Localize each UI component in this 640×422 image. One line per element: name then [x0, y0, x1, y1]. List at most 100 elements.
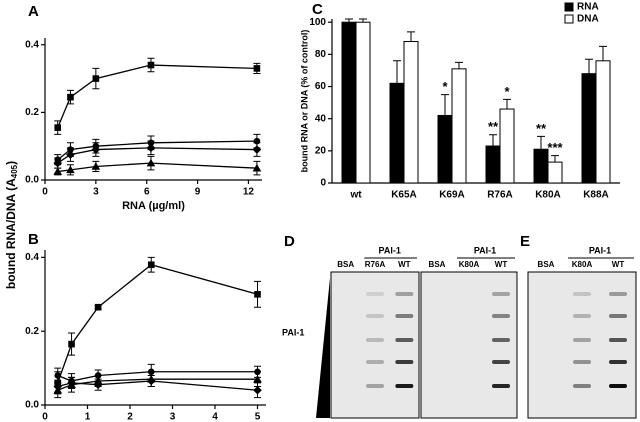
bar [485, 145, 501, 184]
series-line [57, 140, 257, 161]
marker [253, 65, 261, 72]
legend-swatch [564, 14, 574, 24]
band [609, 314, 627, 318]
lane-label: BSA [337, 260, 354, 269]
band [366, 384, 384, 388]
series-line [57, 64, 257, 128]
marker [54, 124, 62, 131]
marker [146, 376, 156, 386]
legend-swatch [564, 2, 574, 12]
error-bar [599, 45, 607, 61]
error-bar [407, 31, 415, 42]
lane-label: WT [398, 260, 411, 269]
marker [53, 382, 63, 391]
y-tick-label: 0.0 [25, 175, 39, 186]
x-tick-label: 1 [85, 412, 91, 422]
error-bar [585, 58, 593, 74]
error-bar [441, 94, 449, 116]
band [395, 338, 414, 342]
bar [581, 73, 597, 184]
marker [146, 143, 156, 153]
band [609, 360, 627, 364]
band [573, 384, 591, 388]
significance: * [504, 84, 510, 99]
series-line [57, 162, 257, 173]
shared-y-label: bound RNA/DNA (A405) [4, 161, 19, 289]
panel-label: D [284, 233, 295, 250]
y-tick-label: 80 [315, 49, 327, 60]
y-label-end: ) [4, 161, 18, 165]
error-bar [393, 60, 401, 84]
marker [252, 145, 262, 154]
band [609, 384, 627, 388]
y-label-text: bound RNA/DNA (A [4, 178, 18, 289]
y-axis-label: bound RNA or DNA (% of control) [299, 30, 309, 173]
x-tick-label: 3 [170, 412, 176, 422]
bar [547, 161, 563, 184]
error-bar [551, 155, 559, 163]
series-line [57, 264, 258, 384]
bar [403, 41, 419, 184]
band [395, 360, 414, 364]
y-tick-label: 0.4 [25, 252, 39, 263]
lane-group-header: PAI-1 [474, 245, 496, 255]
marker [67, 93, 74, 101]
band [609, 338, 627, 342]
panel-label: C [312, 1, 323, 18]
band [366, 360, 384, 364]
lane-label: WT [495, 260, 508, 269]
lane-label: BSA [538, 260, 555, 269]
x-tick-label: 0 [42, 187, 48, 198]
bar [389, 82, 405, 184]
series-line [57, 147, 257, 164]
marker [146, 158, 156, 167]
blot-image [527, 271, 637, 419]
bar [341, 21, 357, 184]
x-tick-label: K80A [535, 190, 561, 201]
band [573, 314, 591, 318]
significance: ** [488, 119, 499, 134]
marker [92, 75, 100, 82]
marker [68, 340, 75, 348]
marker [147, 261, 155, 269]
y-label-sub: 405 [10, 164, 19, 178]
bar [499, 108, 515, 184]
marker [66, 150, 75, 159]
marker [53, 167, 63, 175]
y-tick-label: 40 [315, 113, 327, 124]
band [366, 338, 384, 342]
band [395, 292, 414, 296]
band [573, 292, 591, 296]
error-bar [455, 61, 463, 69]
lane-group-header: PAI-1 [589, 245, 611, 255]
lane-group-header: PAI-1 [378, 245, 400, 255]
band [573, 360, 591, 364]
significance: * [442, 79, 448, 94]
y-tick-label: 60 [315, 81, 327, 92]
bar [533, 148, 549, 184]
lane-label: R76A [365, 260, 386, 269]
x-tick-label: K69A [439, 190, 465, 201]
legend-label: DNA [577, 14, 599, 25]
lane-label: K80A [572, 260, 593, 269]
bar [437, 114, 453, 184]
bar [595, 60, 611, 184]
band [573, 338, 591, 342]
significance: ** [536, 121, 547, 136]
legend-label: RNA [577, 2, 599, 13]
gradient-wedge [316, 278, 330, 418]
marker [252, 163, 262, 172]
marker [67, 378, 76, 388]
marker [93, 380, 103, 390]
band [395, 314, 414, 318]
marker [94, 303, 102, 311]
side-label: PAI-1 [282, 327, 304, 337]
marker [147, 61, 155, 69]
y-tick-label: 0 [320, 178, 326, 189]
lane-label: K80A [459, 260, 480, 269]
x-axis-label: RNA (µg/ml) [122, 200, 185, 212]
marker [66, 165, 75, 174]
band [492, 338, 510, 342]
y-tick-label: 20 [315, 145, 327, 156]
